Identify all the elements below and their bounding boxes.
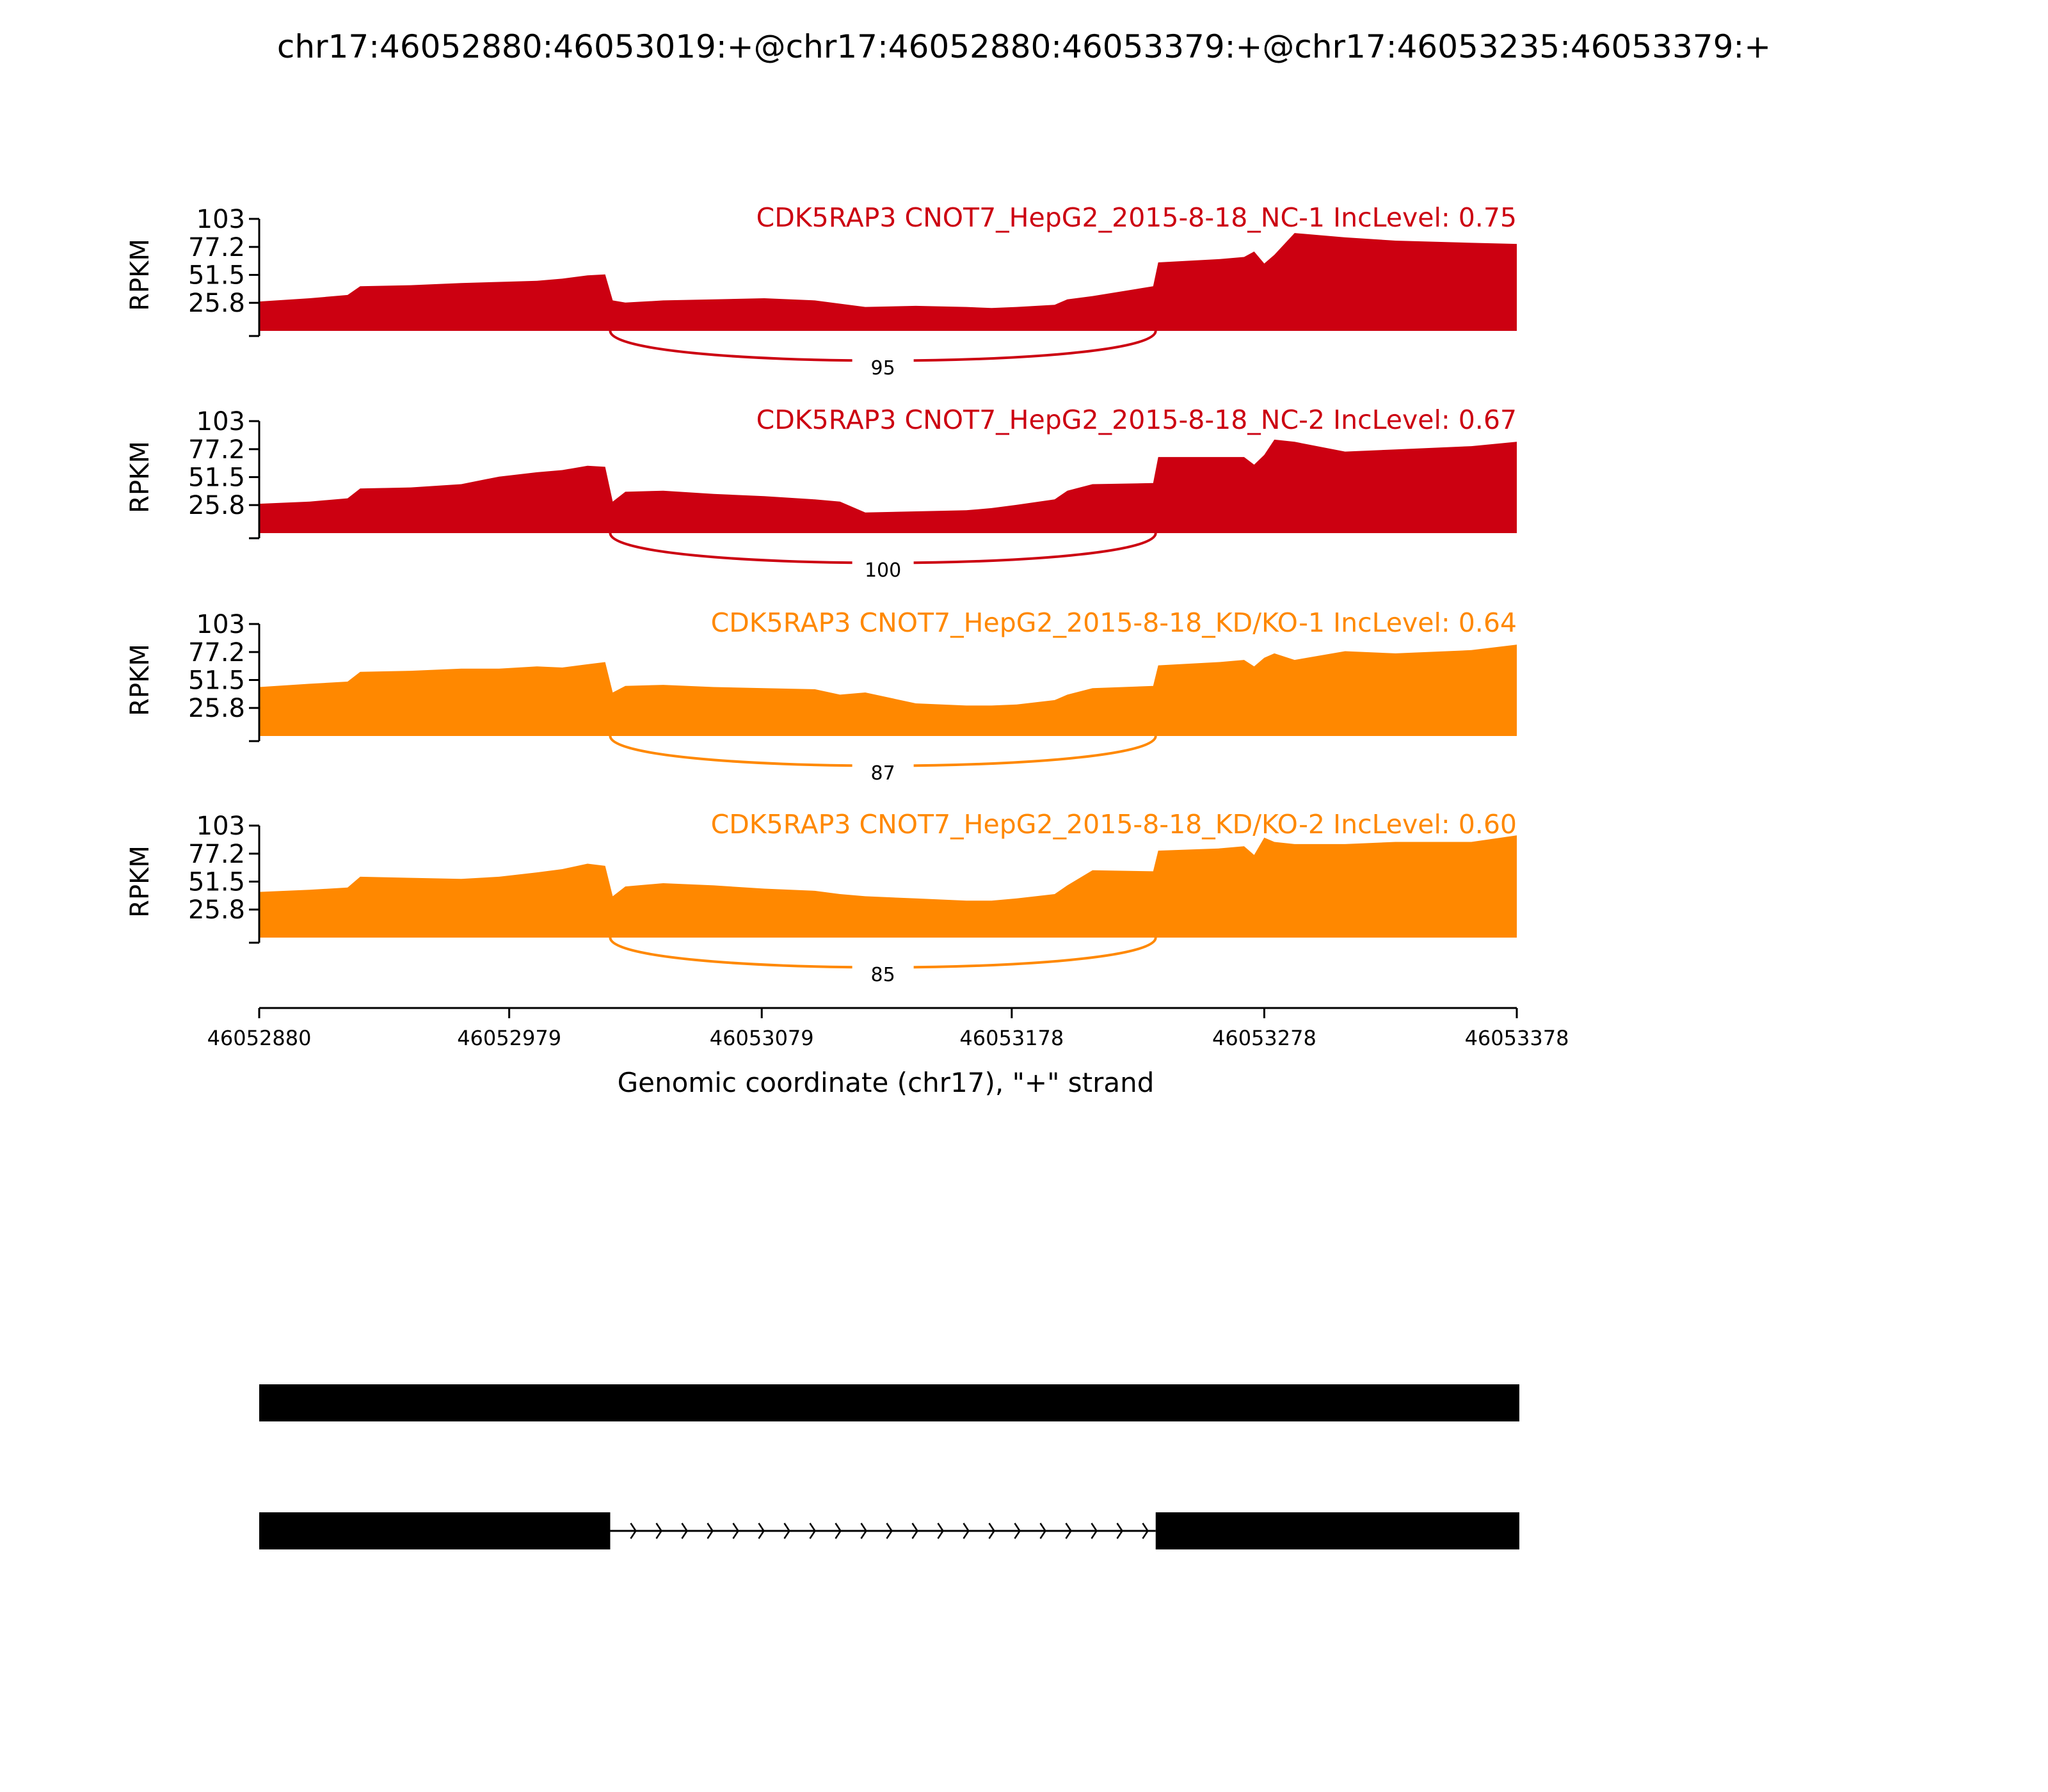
- x-tick-label: 46053079: [710, 1026, 814, 1050]
- sample-label: CDK5RAP3 CNOT7_HepG2_2015-8-18_KD/KO-2 I…: [711, 809, 1517, 840]
- y-axis-label: RPKM: [125, 644, 155, 716]
- x-tick-label: 46053278: [1212, 1026, 1316, 1050]
- figure-title: chr17:46052880:46053019:+@chr17:46052880…: [277, 28, 1771, 65]
- y-tick-label: 77.2: [188, 840, 245, 869]
- coverage-area: [259, 233, 1517, 331]
- strand-arrow: [630, 1523, 637, 1539]
- strand-arrow: [681, 1523, 688, 1539]
- strand-arrow: [860, 1523, 867, 1539]
- y-tick-label: 77.2: [188, 233, 245, 262]
- sample-label: CDK5RAP3 CNOT7_HepG2_2015-8-18_NC-2 IncL…: [756, 404, 1517, 435]
- junction-count: 100: [865, 559, 901, 582]
- strand-arrow: [937, 1523, 944, 1539]
- exon-block: [1155, 1512, 1519, 1549]
- strand-arrow: [655, 1523, 662, 1539]
- isoform-models: [259, 1384, 1519, 1549]
- y-tick-label: 25.8: [188, 289, 245, 318]
- y-tick-label: 51.5: [188, 463, 245, 493]
- y-axis-label: RPKM: [125, 845, 155, 918]
- exon-block: [259, 1512, 611, 1549]
- junction-label-bg: [852, 758, 914, 783]
- coverage-area: [259, 439, 1517, 533]
- x-axis: 46052880 46052979 46053079 46053178 46053278…: [207, 1007, 1569, 1050]
- y-tick-label: 51.5: [188, 868, 245, 897]
- sample-label: CDK5RAP3 CNOT7_HepG2_2015-8-18_NC-1 IncL…: [756, 202, 1517, 233]
- strand-arrow: [963, 1523, 970, 1539]
- junction-count: 95: [871, 357, 895, 380]
- coverage-area: [259, 835, 1517, 938]
- x-tick-label: 46053378: [1465, 1026, 1569, 1050]
- sample-label: CDK5RAP3 CNOT7_HepG2_2015-8-18_KD/KO-1 I…: [711, 607, 1517, 638]
- y-axis-label: RPKM: [125, 441, 155, 513]
- coverage-area: [259, 644, 1517, 736]
- strand-arrow: [783, 1523, 790, 1539]
- strand-arrow: [1116, 1523, 1123, 1539]
- junction-count: 87: [871, 762, 895, 785]
- y-tick-label: 103: [196, 812, 245, 841]
- x-tick-label: 46053178: [959, 1026, 1064, 1050]
- strand-arrow: [732, 1523, 739, 1539]
- y-tick-label: 51.5: [188, 666, 245, 696]
- strand-arrow: [758, 1523, 765, 1539]
- y-tick-label: 25.8: [188, 491, 245, 520]
- y-tick-label: 103: [196, 407, 245, 436]
- y-tick-label: 77.2: [188, 638, 245, 668]
- strand-arrow: [809, 1523, 816, 1539]
- strand-arrow: [988, 1523, 995, 1539]
- strand-arrow: [1142, 1523, 1149, 1539]
- y-tick-label: 103: [196, 205, 245, 234]
- strand-arrow: [886, 1523, 893, 1539]
- x-tick-label: 46052880: [207, 1026, 312, 1050]
- y-tick-label: 25.8: [188, 694, 245, 723]
- strand-arrow: [1014, 1523, 1021, 1539]
- junction-count: 85: [871, 964, 895, 986]
- x-tick-label: 46052979: [457, 1026, 561, 1050]
- junction-label-bg: [852, 353, 914, 378]
- junction-label-bg: [852, 555, 914, 580]
- y-tick-label: 51.5: [188, 261, 245, 291]
- exon-block: [259, 1384, 1519, 1421]
- y-tick-label: 25.8: [188, 895, 245, 925]
- junction-label-bg: [852, 959, 914, 985]
- y-tick-label: 103: [196, 610, 245, 639]
- isoform-track: [259, 1512, 1519, 1549]
- y-tick-label: 77.2: [188, 435, 245, 465]
- strand-arrow: [835, 1523, 842, 1539]
- strand-arrow: [1065, 1523, 1072, 1539]
- strand-arrow: [1091, 1523, 1098, 1539]
- strand-arrow: [707, 1523, 714, 1539]
- isoform-track: [259, 1384, 1519, 1421]
- strand-arrow: [911, 1523, 918, 1539]
- y-axis-label: RPKM: [125, 239, 155, 311]
- strand-arrow: [1039, 1523, 1046, 1539]
- x-axis-label: Genomic coordinate (chr17), "+" strand: [618, 1067, 1155, 1098]
